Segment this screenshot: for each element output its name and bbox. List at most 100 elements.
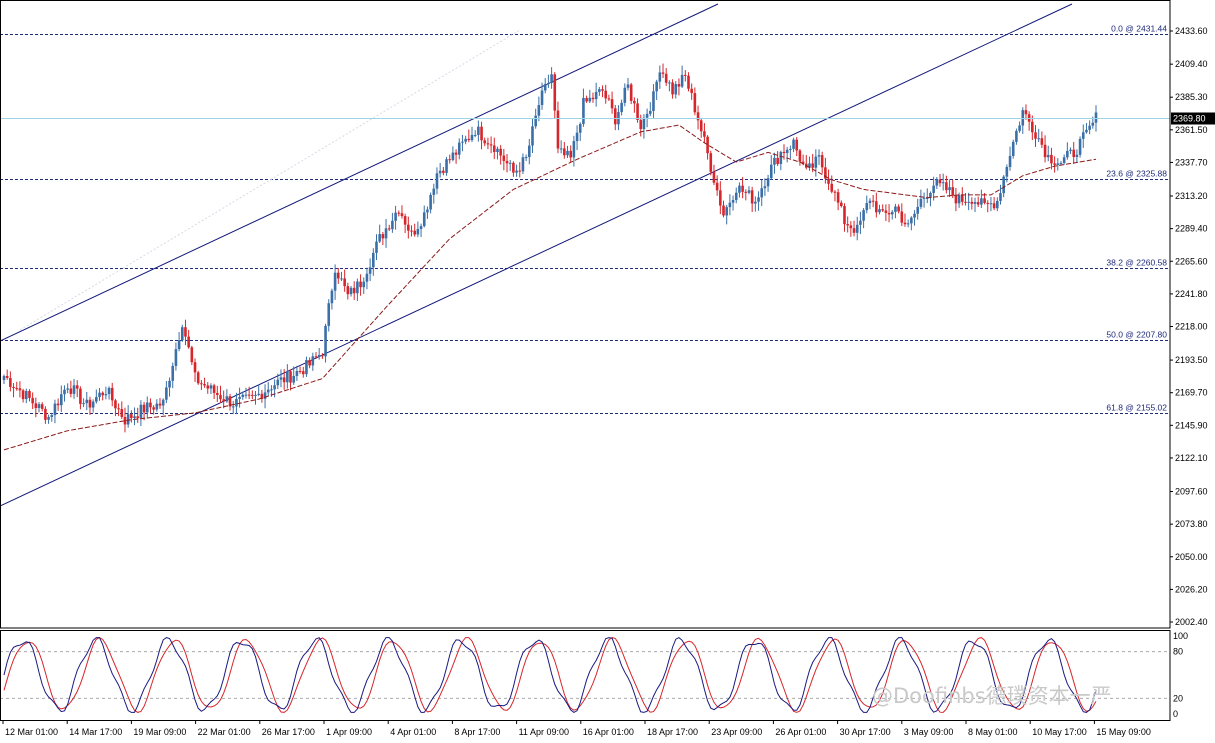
candle-body [687,75,690,89]
candle-body [193,362,197,373]
candle-body [897,206,900,212]
candle-body [263,392,267,399]
candle-body [101,392,104,396]
candle-body [372,252,375,268]
candle-body [785,149,789,154]
time-tick-label: 10 May 17:00 [1032,727,1087,737]
candle-body [387,228,391,230]
candle-body [56,403,60,406]
candle-body [114,400,117,409]
candle-body [547,83,550,85]
price-tick-label: 2385.30 [1175,92,1208,102]
time-tick-label: 14 Mar 17:00 [69,727,122,737]
candle-body [158,403,162,406]
time-tick-label: 16 Apr 01:00 [583,727,634,737]
stochastic-panel-border [0,630,1171,721]
candle-body [28,391,31,398]
candle-body [311,356,315,366]
stochastic-main-line [3,637,1097,713]
candle-body [1088,125,1091,130]
candle-body [945,182,948,191]
candle-body [50,415,54,417]
candle-body [887,212,891,215]
candle-body [999,193,1002,201]
candle-body [852,228,856,233]
candle-body [177,340,181,350]
candle-body [314,356,318,358]
price-tick-label: 2145.90 [1175,420,1208,430]
candle-body [72,385,76,394]
candle-body [130,414,133,419]
candle-body [219,394,222,400]
trend-channel [0,3,1073,507]
time-axis: 12 Mar 01:00 14 Mar 17:00 19 Mar 09:00 22 M… [2,720,1151,737]
candle-body [184,327,187,337]
time-tick-label: 1 Apr 09:00 [326,727,372,737]
candle-body [610,99,614,109]
candle-body [773,157,776,165]
candle-body [967,201,970,203]
candle-body [98,392,101,398]
candle-body [741,185,744,192]
time-tick-label: 23 Apr 09:00 [711,727,762,737]
candle-body [480,126,483,141]
candle-body [1091,122,1095,126]
candle-body [572,141,576,158]
fib-level-label: 38.2 @ 2260.58 [1106,258,1167,268]
candle-body [1043,144,1047,158]
candle-body [862,210,865,221]
candle-body [556,110,560,149]
candle-body [235,398,238,407]
candle-body [330,290,334,304]
candle-body [40,404,44,409]
candle-body [1066,150,1069,158]
candle-body [980,198,983,205]
candle-body [983,198,986,203]
candle-body [582,97,585,124]
candle-body [976,202,980,205]
price-tick-label: 2289.40 [1175,224,1208,234]
price-tick-label: 2265.60 [1175,256,1208,266]
candle-body [187,336,190,348]
candle-body [680,74,684,87]
candle-body [709,153,713,172]
candle-body [960,195,964,202]
candle-body [578,123,582,133]
candle-body [196,372,200,384]
candle-body [903,222,907,225]
candle-body [693,93,697,113]
candle-body [588,97,592,102]
price-tick-label: 2097.60 [1175,487,1208,497]
candle-body [636,103,639,120]
candle-body [776,157,779,165]
candle-body [496,148,499,153]
candle-body [407,224,410,231]
last-price-line: 2369.80 [0,112,1215,125]
candle-body [155,403,159,410]
candle-body [483,140,487,144]
candle-body [744,191,748,193]
candle-body [34,403,38,409]
candle-body [957,195,961,204]
candle-body [470,134,474,141]
candle-body [1024,110,1028,115]
candle-body [349,287,353,295]
candle-body [289,371,292,383]
price-panel-border [0,0,1171,629]
candle-body [502,155,506,161]
candle-body [505,160,509,164]
candle-body [1085,129,1088,133]
candle-body [1050,154,1053,164]
candle-body [473,134,477,136]
candle-body [814,156,818,168]
candle-body [5,375,9,378]
candle-body [1094,112,1098,123]
candle-body [668,82,671,84]
time-tick-label: 30 Apr 17:00 [840,727,891,737]
candle-body [719,190,722,206]
candle-body [973,202,977,204]
candle-body [728,202,732,208]
candle-body [448,159,452,161]
time-tick-label: 19 Mar 09:00 [133,727,186,737]
time-tick-label: 8 Apr 17:00 [454,727,500,737]
